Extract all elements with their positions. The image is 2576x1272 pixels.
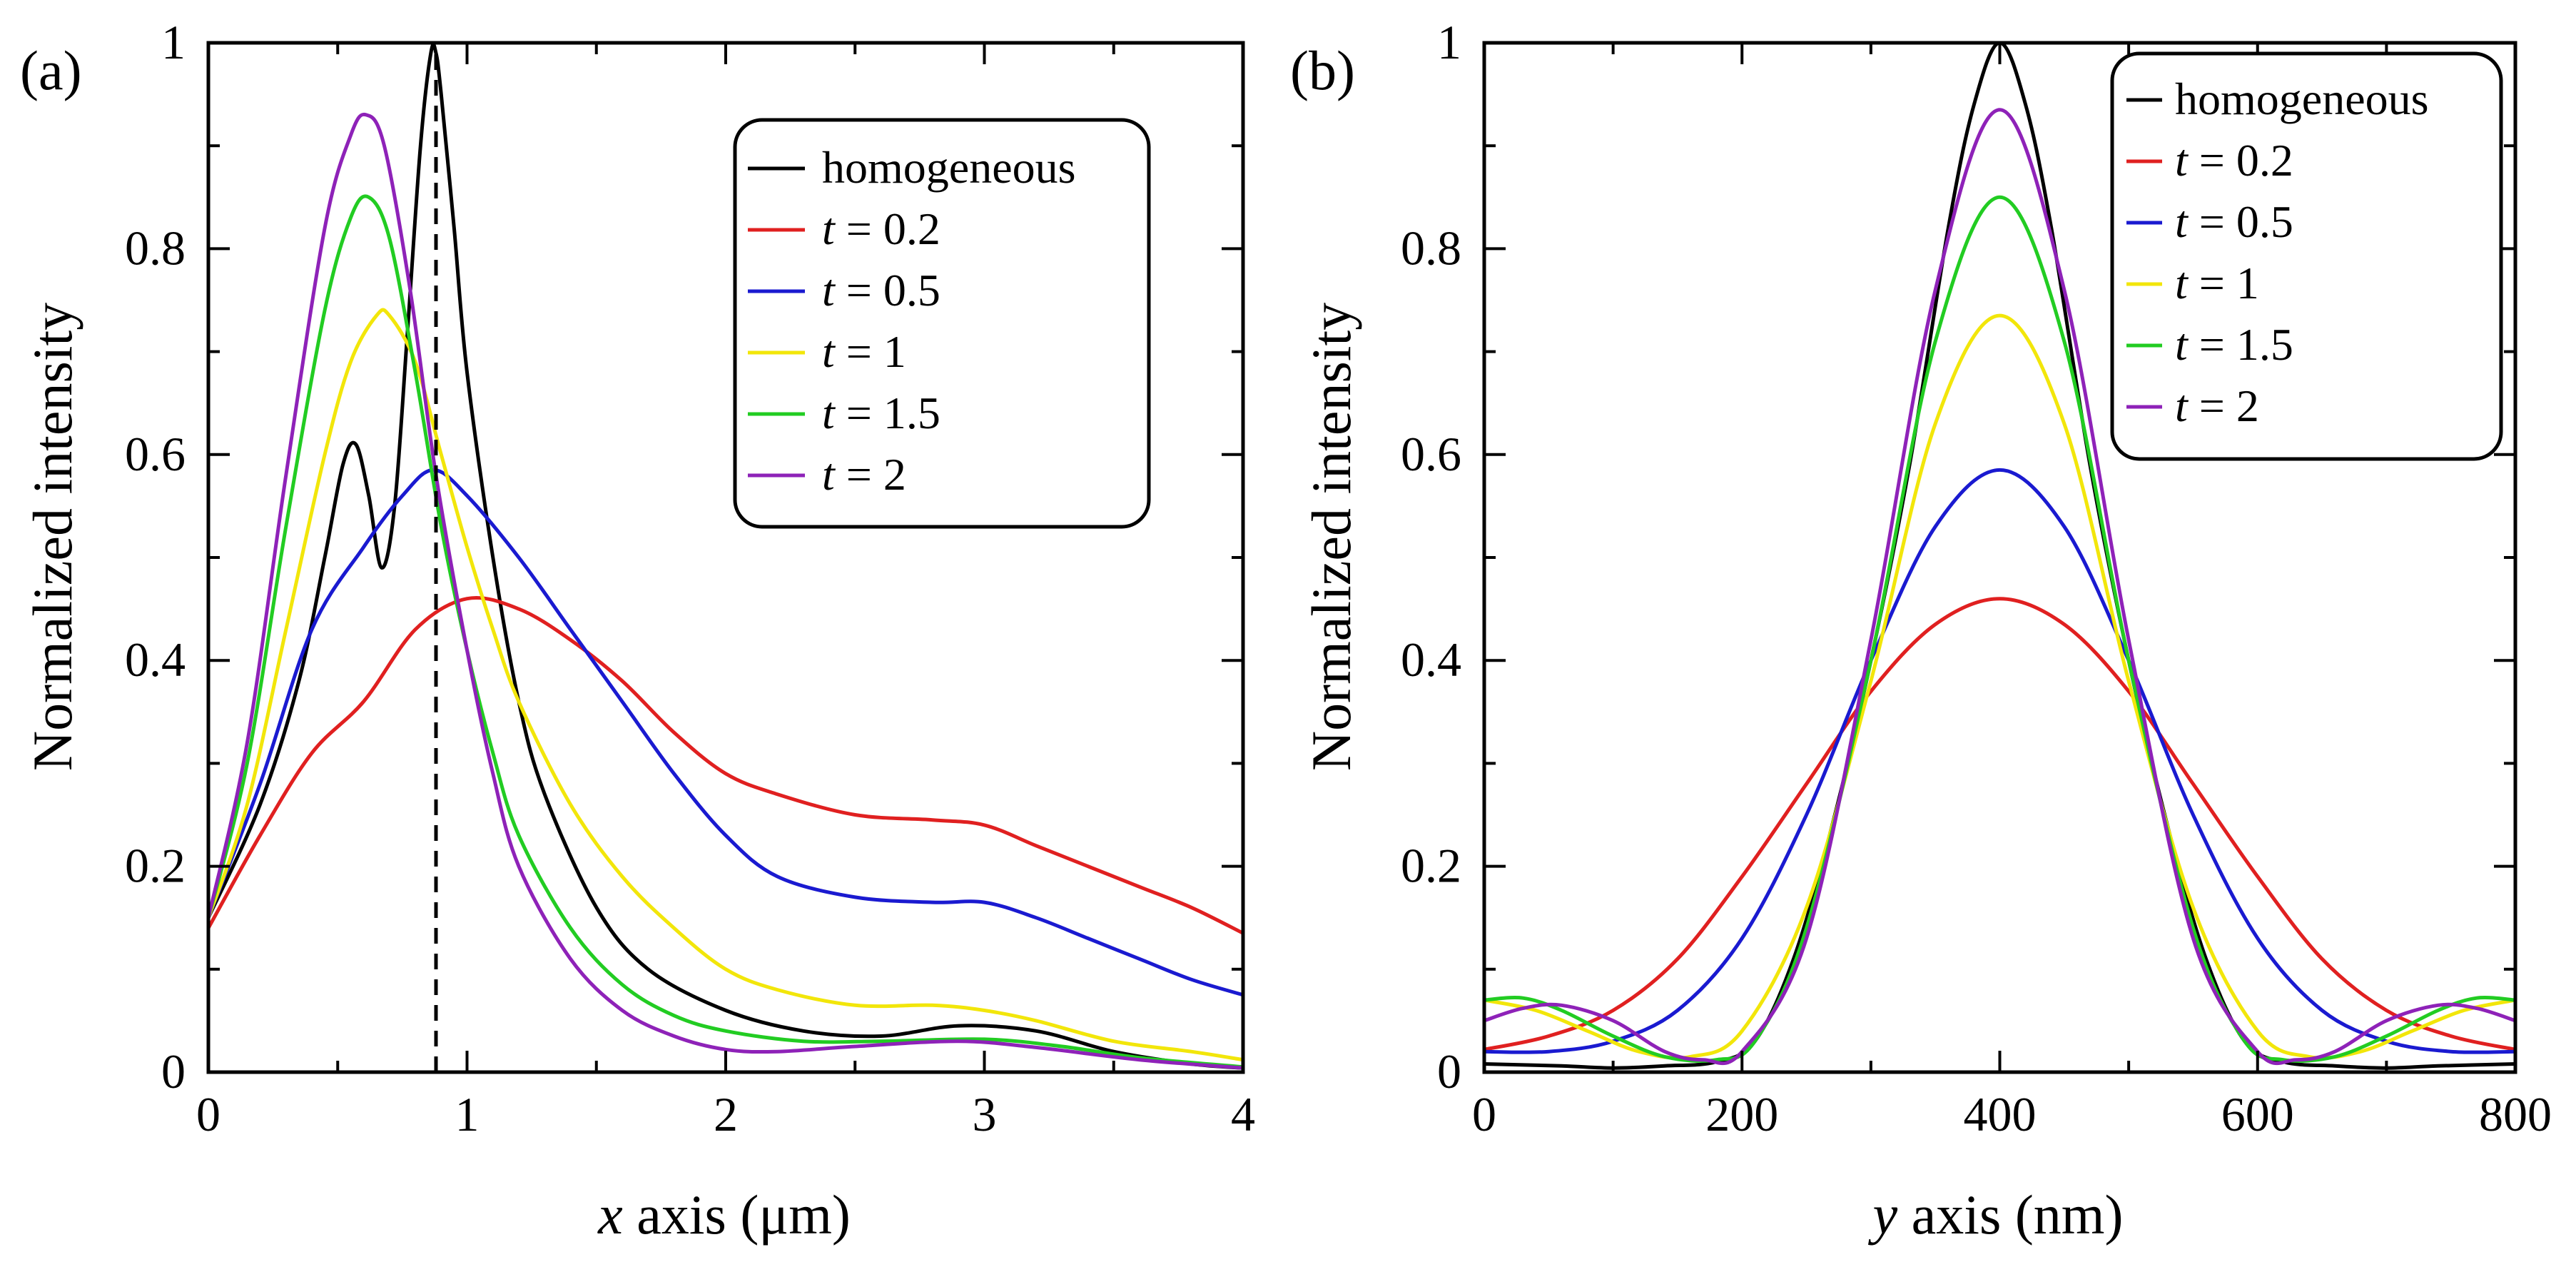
legend-label-var-a-1: t bbox=[822, 203, 836, 254]
x-axis-title-rest-a: axis (μm) bbox=[623, 1183, 851, 1246]
legend-label-rest-a-3: = 1 bbox=[835, 326, 906, 377]
series-line-b-2 bbox=[1484, 468, 2515, 1054]
x-tick-label-a-2: 2 bbox=[714, 1087, 738, 1141]
y-tick-label-a-5: 1 bbox=[161, 15, 186, 69]
legend-label-rest-b-3: = 1 bbox=[2188, 258, 2259, 308]
legend-box-a bbox=[733, 118, 1151, 529]
legend-label-a-1: t = 0.2 bbox=[822, 203, 940, 254]
x-tick-label-b-1: 200 bbox=[1705, 1087, 1778, 1141]
series-line-a-5 bbox=[208, 112, 1243, 1070]
y-tick-label-b-0: 0 bbox=[1437, 1044, 1461, 1099]
y-tick-label-b-2: 0.4 bbox=[1401, 632, 1461, 687]
legend-label-rest-b-2: = 0.5 bbox=[2188, 196, 2293, 247]
series-line-a-1 bbox=[208, 595, 1243, 935]
x-tick-label-b-4: 800 bbox=[2479, 1087, 2552, 1141]
y-tick-label-a-1: 0.2 bbox=[125, 839, 186, 893]
legend-label-a-2: t = 0.5 bbox=[822, 265, 940, 316]
legend-box-b bbox=[2110, 51, 2503, 461]
legend-label-b-5: t = 2 bbox=[2175, 380, 2259, 431]
x-tick-label-a-1: 1 bbox=[455, 1087, 480, 1141]
x-axis-title-var-a: x bbox=[597, 1183, 623, 1246]
legend-label-a-4: t = 1.5 bbox=[822, 388, 940, 438]
legend-label-var-a-3: t bbox=[822, 326, 836, 377]
y-tick-label-a-4: 0.8 bbox=[125, 221, 186, 275]
series-line-b-5 bbox=[1484, 108, 2515, 1066]
series-line-a-2 bbox=[208, 468, 1243, 997]
legend-label-rest-a-5: = 2 bbox=[835, 449, 906, 500]
y-tick-label-b-3: 0.6 bbox=[1401, 427, 1461, 481]
panel-b: (b) Normalized intensity y axis (nm) 0 20… bbox=[1290, 15, 2552, 1246]
x-tick-label-b-0: 0 bbox=[1472, 1087, 1496, 1141]
legend-label-b-4: t = 1.5 bbox=[2175, 319, 2293, 370]
panel-label-a: (a) bbox=[20, 39, 82, 101]
series-line-a-4 bbox=[208, 194, 1243, 1069]
x-tick-label-a-4: 4 bbox=[1231, 1087, 1255, 1141]
legend-label-b-0: homogeneous bbox=[2175, 74, 2429, 124]
y-axis-title-b: Normalized intensity bbox=[1300, 303, 1362, 771]
x-tick-label-b-3: 600 bbox=[2221, 1087, 2294, 1141]
y-tick-label-b-5: 1 bbox=[1437, 15, 1461, 69]
legend-label-rest-a-4: = 1.5 bbox=[835, 388, 940, 438]
y-tick-label-a-3: 0.6 bbox=[125, 427, 186, 481]
series-line-b-3 bbox=[1484, 313, 2515, 1060]
legend-label-var-a-2: t bbox=[822, 265, 836, 316]
x-tick-label-a-3: 3 bbox=[973, 1087, 997, 1141]
series-line-a-0 bbox=[208, 43, 1243, 1070]
series-line-b-1 bbox=[1484, 597, 2515, 1051]
x-axis-title-a: x axis (μm) bbox=[597, 1183, 851, 1246]
y-axis-title-a: Normalized intensity bbox=[21, 303, 83, 771]
x-axis-title-var-b: y bbox=[1868, 1183, 1898, 1246]
legend-label-var-b-5: t bbox=[2175, 380, 2189, 431]
panel-a: (a) Normalized intensity x axis (μm) 0 1 2… bbox=[20, 15, 1255, 1246]
legend-label-var-a-4: t bbox=[822, 388, 836, 438]
y-tick-label-a-2: 0.4 bbox=[125, 632, 186, 687]
legend-label-var-b-3: t bbox=[2175, 258, 2189, 308]
legend-label-var-a-5: t bbox=[822, 449, 836, 500]
legend-label-rest-b-1: = 0.2 bbox=[2188, 135, 2293, 186]
legend-label-b-3: t = 1 bbox=[2175, 258, 2259, 308]
x-axis-title-rest-b: axis (nm) bbox=[1897, 1183, 2123, 1246]
legend-label-a-3: t = 1 bbox=[822, 326, 906, 377]
legend-label-var-b-4: t bbox=[2175, 319, 2189, 370]
series-line-a-3 bbox=[208, 308, 1243, 1062]
legend-label-b-2: t = 0.5 bbox=[2175, 196, 2293, 247]
legend-label-b-1: t = 0.2 bbox=[2175, 135, 2293, 186]
series-group-a bbox=[208, 43, 1243, 1070]
legend-label-rest-a-2: = 0.5 bbox=[835, 265, 940, 316]
legend-label-a-0: homogeneous bbox=[822, 142, 1076, 193]
y-tick-label-b-4: 0.8 bbox=[1401, 221, 1461, 275]
panel-label-b: (b) bbox=[1290, 39, 1355, 101]
y-tick-label-a-0: 0 bbox=[161, 1044, 186, 1099]
x-tick-label-a-0: 0 bbox=[196, 1087, 220, 1141]
legend-label-a-5: t = 2 bbox=[822, 449, 906, 500]
x-axis-title-b: y axis (nm) bbox=[1868, 1183, 2124, 1246]
legend-label-rest-b-5: = 2 bbox=[2188, 380, 2259, 431]
x-tick-label-b-2: 400 bbox=[1964, 1087, 2037, 1141]
legend-label-var-b-2: t bbox=[2175, 196, 2189, 247]
y-tick-label-b-1: 0.2 bbox=[1401, 839, 1461, 893]
series-group-b bbox=[1484, 43, 2515, 1070]
legend-label-var-b-1: t bbox=[2175, 135, 2189, 186]
legend-label-rest-b-4: = 1.5 bbox=[2188, 319, 2293, 370]
legend-label-rest-a-1: = 0.2 bbox=[835, 203, 940, 254]
